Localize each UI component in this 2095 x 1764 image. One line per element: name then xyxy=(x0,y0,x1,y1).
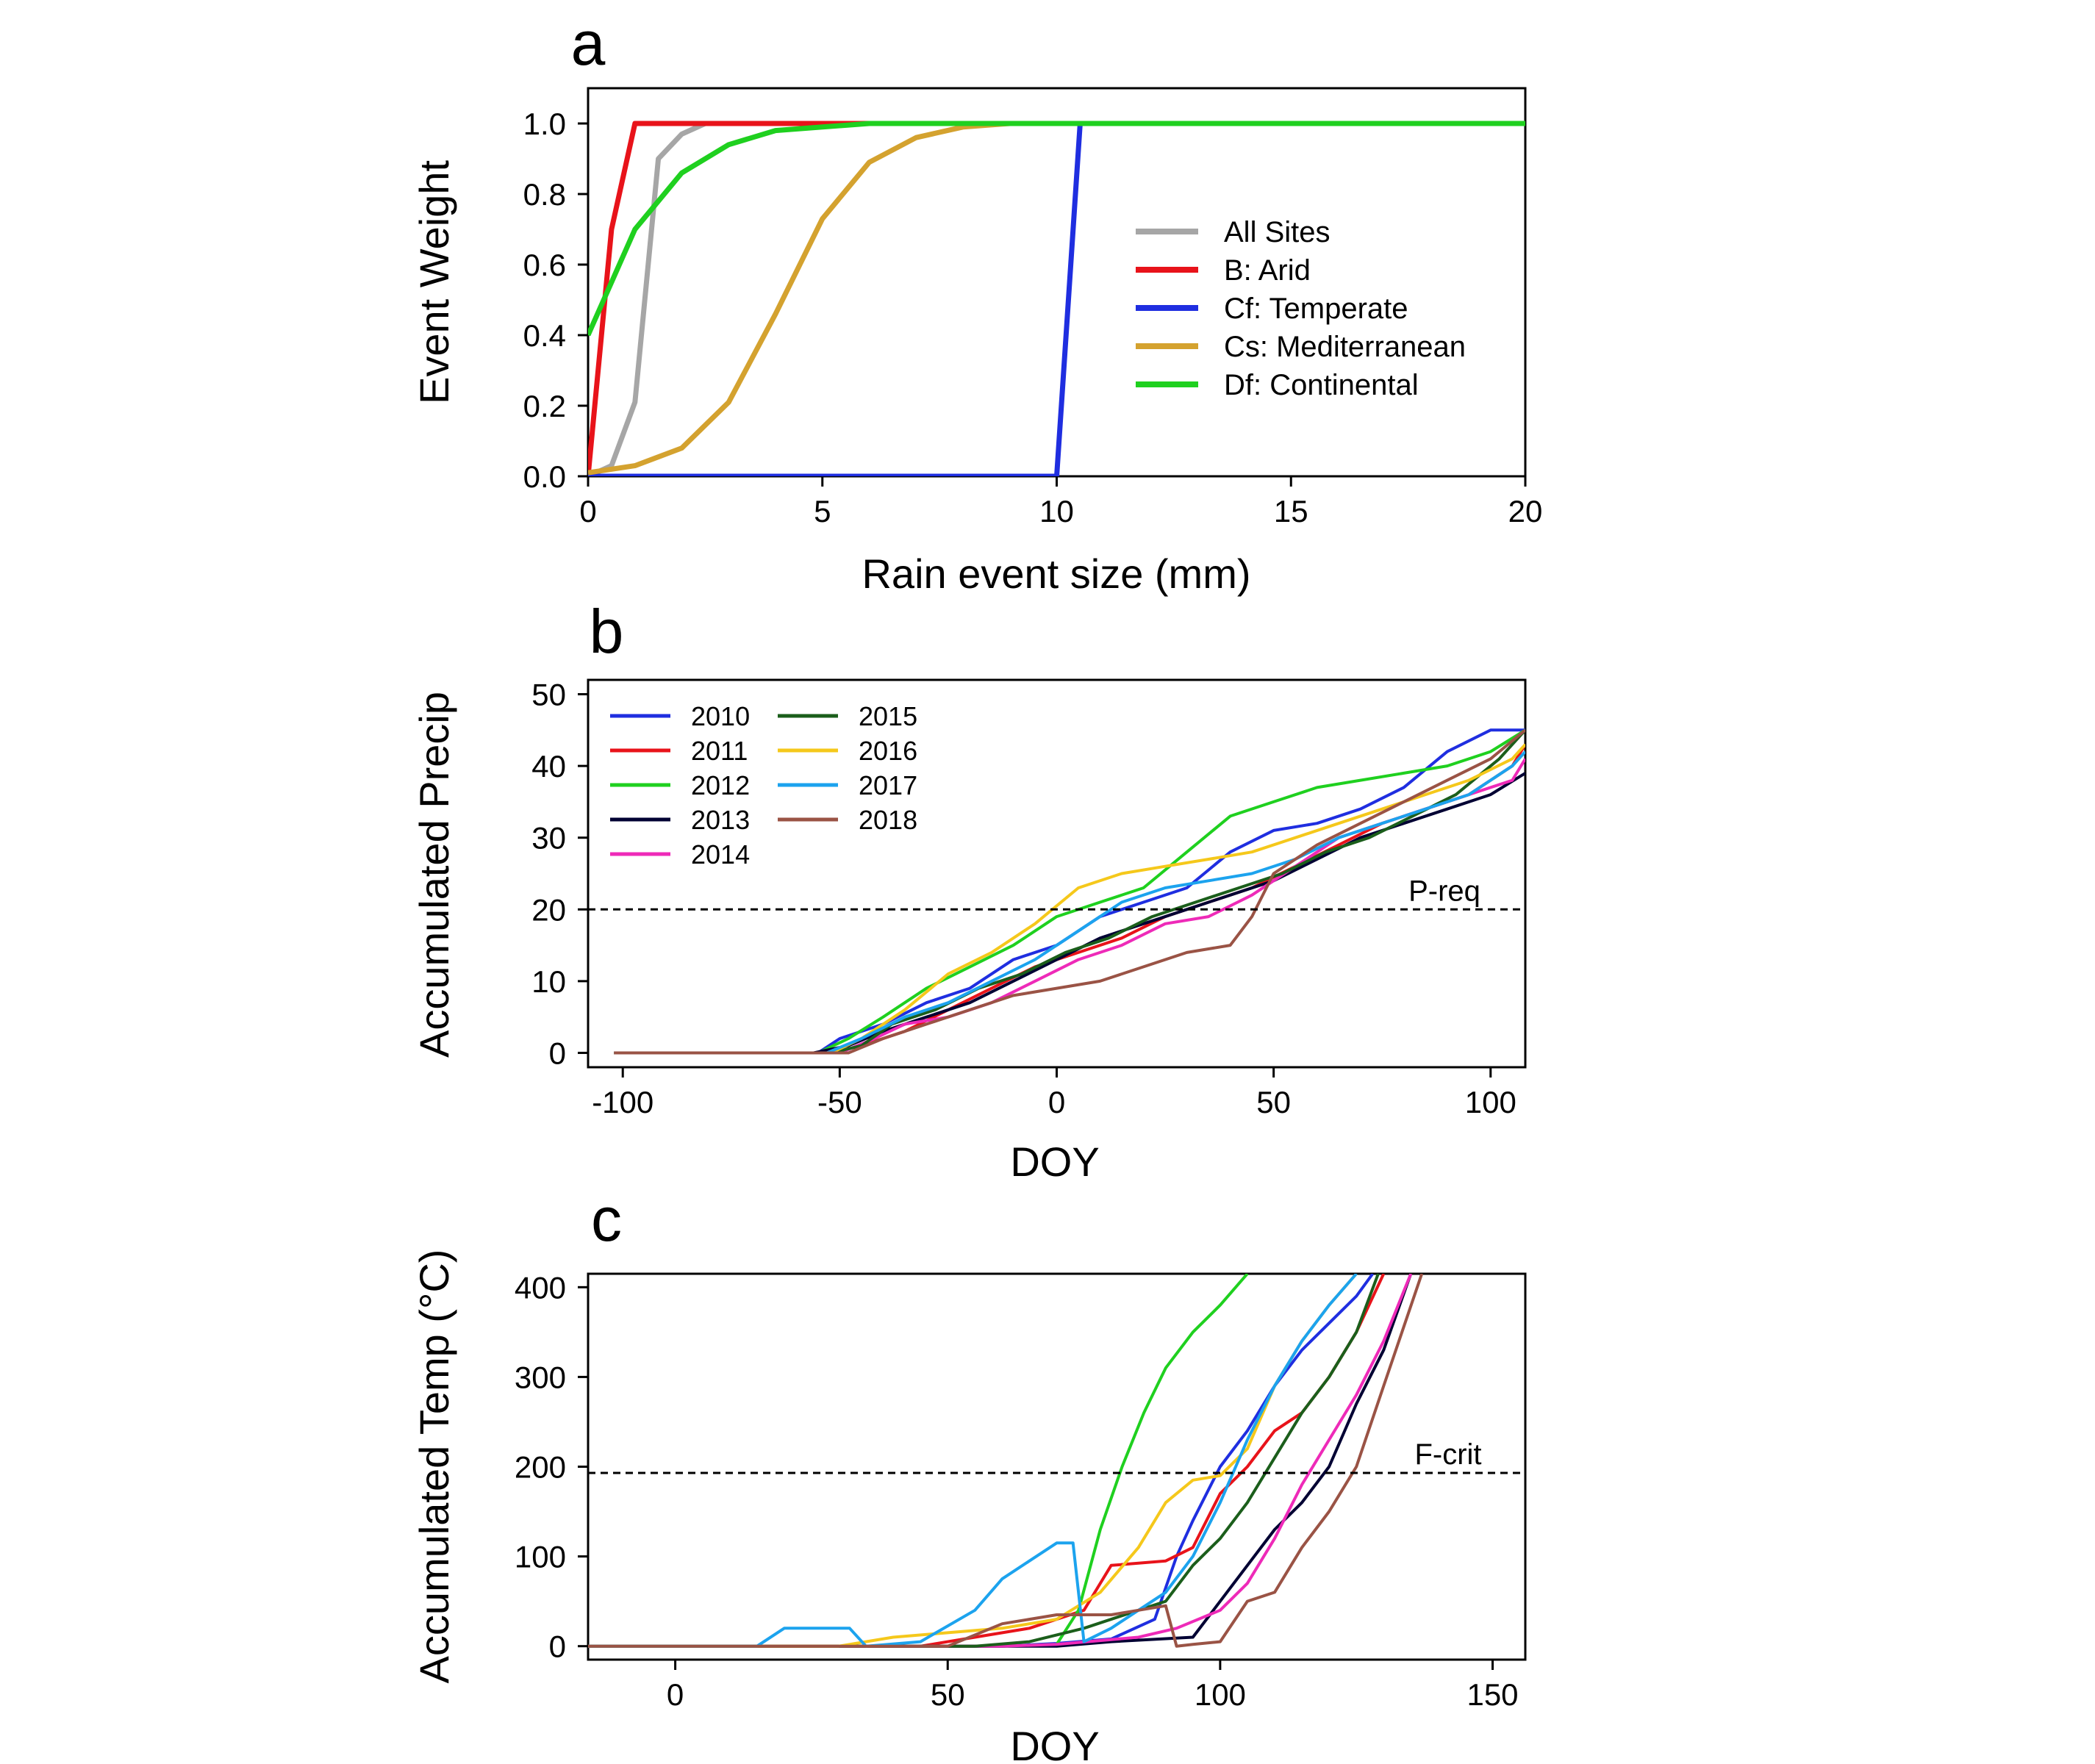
panel-a: a 0 5 10 15 20 0.0 0.2 0.4 0.6 0.8 1.0 All Sites B:… xyxy=(411,9,1542,597)
panel-b-series-line-2012 xyxy=(614,728,1525,1055)
panel-b-series-line-2018 xyxy=(614,728,1525,1055)
panel-b-legend-label: 2016 xyxy=(859,736,917,766)
panel-c-xtick-label: 150 xyxy=(1466,1677,1518,1712)
panel-a-ylabel: Event Weight xyxy=(411,160,457,404)
panel-b-ytick-label: 0 xyxy=(549,1036,566,1070)
panel-b-legend-label: 2015 xyxy=(859,701,917,731)
panel-b-ytick-label: 10 xyxy=(531,964,566,999)
panel-a-ytick-label: 0.6 xyxy=(523,248,566,282)
panel-b-reference-label: P-req xyxy=(1408,875,1480,907)
panel-c-series-line-2018 xyxy=(588,1274,1424,1648)
panel-a-legend-label: Df: Continental xyxy=(1224,369,1419,401)
panel-b-ylabel: Accumulated Precip xyxy=(411,692,457,1058)
panel-b-xtick-label: 50 xyxy=(1256,1085,1291,1119)
panel-c-xtick-label: 0 xyxy=(667,1677,684,1712)
panel-b-legend-label: 2010 xyxy=(691,701,750,731)
panel-b-series-line-2017 xyxy=(614,750,1525,1055)
panel-b-xtick-label: -50 xyxy=(817,1085,862,1119)
panel-b-xlabel: DOY xyxy=(1010,1139,1099,1185)
panel-a-series-line-df xyxy=(588,121,1525,337)
panel-b-legend-label: 2017 xyxy=(859,770,917,800)
panel-c-ytick-label: 400 xyxy=(515,1270,566,1305)
panel-c-reference-label: F-crit xyxy=(1414,1438,1481,1471)
panel-a-xtick-label: 10 xyxy=(1039,494,1074,528)
panel-c-xtick-label: 50 xyxy=(931,1677,965,1712)
panel-a-ytick-label: 0.4 xyxy=(523,318,566,353)
panel-b-legend-label: 2018 xyxy=(859,805,917,835)
panel-b-xtick-label: -100 xyxy=(592,1085,653,1119)
panel-b-xtick-label: 100 xyxy=(1465,1085,1516,1119)
panel-c-series-line-2017 xyxy=(588,1274,1358,1648)
panel-c-series-line-2015 xyxy=(588,1274,1380,1648)
panel-b-ytick-label: 50 xyxy=(531,678,566,712)
panel-b-legend-label: 2014 xyxy=(691,839,750,870)
panel-c-xlabel: DOY xyxy=(1010,1723,1099,1764)
panel-a-xtick-label: 15 xyxy=(1274,494,1308,528)
panel-a-ytick-label: 1.0 xyxy=(523,107,566,141)
panel-a-letter: a xyxy=(571,9,606,78)
panel-a-xtick-label: 20 xyxy=(1508,494,1543,528)
panel-a-legend-label: All Sites xyxy=(1224,216,1331,248)
panel-a-legend: All Sites B: Arid Cf: Temperate Cs: Mediter… xyxy=(1136,216,1466,401)
panel-a-xtick-label: 5 xyxy=(814,494,831,528)
panel-c-series-line-2014 xyxy=(588,1274,1413,1648)
panel-c-ytick-label: 100 xyxy=(515,1540,566,1574)
panel-b-legend-label: 2011 xyxy=(691,736,748,766)
panel-b-ytick-label: 20 xyxy=(531,892,566,927)
panel-c: c 0 50 100 150 0 100 200 300 400 F-crit DOY Accu… xyxy=(411,1185,1527,1764)
panel-b-ytick-label: 40 xyxy=(531,749,566,784)
panel-b-legend: 2010 2011 2012 2013 2014 2015 2016 2017 2018 xyxy=(610,701,917,870)
panel-c-letter: c xyxy=(591,1185,622,1254)
panel-c-ytick-label: 0 xyxy=(549,1629,566,1664)
panel-c-ytick-label: 300 xyxy=(515,1360,566,1394)
panel-b-legend-label: 2012 xyxy=(691,770,750,800)
panel-a-xlabel: Rain event size (mm) xyxy=(862,551,1250,597)
panel-a-xtick-label: 0 xyxy=(579,494,596,528)
panel-a-legend-label: Cs: Mediterranean xyxy=(1224,331,1466,363)
panel-c-ytick-label: 200 xyxy=(515,1450,566,1485)
panel-b-ytick-label: 30 xyxy=(531,821,566,856)
panel-a-legend-label: Cf: Temperate xyxy=(1224,293,1408,325)
panel-b-letter: b xyxy=(590,597,624,666)
panel-b-legend-label: 2013 xyxy=(691,805,750,835)
panel-c-ylabel: Accumulated Temp (°C) xyxy=(411,1250,457,1684)
panel-c-series-line-2013 xyxy=(588,1274,1413,1648)
panel-b-series-line-2016 xyxy=(614,743,1525,1055)
panel-b-xtick-label: 0 xyxy=(1048,1085,1065,1119)
panel-a-legend-label: B: Arid xyxy=(1224,254,1311,287)
panel-a-ytick-label: 0.2 xyxy=(523,389,566,423)
panel-c-xtick-label: 100 xyxy=(1195,1677,1246,1712)
panel-a-ytick-label: 0.0 xyxy=(523,459,566,494)
panel-a-ytick-label: 0.8 xyxy=(523,177,566,212)
